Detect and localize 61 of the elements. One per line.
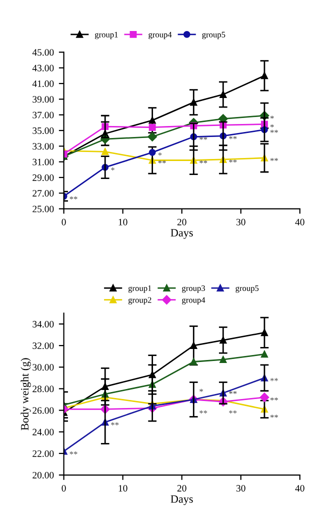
legend-label: group1: [94, 32, 118, 40]
annotation: **: [270, 397, 278, 400]
legend-label: group4: [182, 297, 206, 305]
y-tick-label: 22.00: [32, 450, 54, 457]
annotation: *: [270, 116, 274, 119]
x-tick-label: 10: [118, 485, 128, 492]
annotation: *: [200, 388, 203, 392]
legend-label: group4: [148, 32, 172, 40]
y-tick-label: 31.00: [32, 158, 54, 166]
annotation: **: [270, 158, 278, 162]
legend-label: group3: [182, 285, 205, 293]
annotation: **: [229, 410, 237, 414]
annotation: **: [200, 136, 208, 140]
y-tick-label: 32.00: [32, 342, 54, 350]
y-tick-label: 45.00: [32, 49, 54, 56]
annotation: **: [270, 130, 278, 133]
annotation: **: [229, 160, 237, 163]
y-tick-label: 28.00: [32, 386, 54, 392]
x-tick-label: 40: [295, 485, 304, 492]
y-tick-label: 34.00: [32, 320, 54, 328]
legend-label: group2: [128, 297, 152, 305]
legend-label: group5: [236, 285, 259, 293]
x-tick-label: 0: [62, 218, 66, 226]
y-tick-label: 41.00: [32, 80, 54, 88]
y-tick-label: 43.00: [32, 64, 54, 72]
x-tick-label: 40: [295, 218, 304, 226]
y-tick-label: 26.00: [32, 407, 54, 414]
annotation: *: [111, 167, 114, 170]
annotation: **: [111, 422, 119, 426]
legend-label: group1: [128, 285, 152, 293]
y-tick-label: 29.00: [32, 174, 54, 181]
annotation: **: [158, 160, 166, 164]
legend-label: group5: [202, 32, 226, 40]
y-tick-label: 20.00: [32, 472, 54, 479]
y-tick-label: 39.00: [32, 96, 54, 103]
x-axis-title: Days: [170, 495, 193, 506]
annotation: **: [229, 136, 237, 140]
annotation: **: [270, 378, 278, 382]
y-tick-label: 37.00: [32, 112, 54, 118]
annotation: *: [270, 124, 274, 128]
annotation: *: [158, 152, 162, 156]
y-tick-label: 25.00: [32, 206, 54, 212]
annotation: **: [70, 196, 78, 200]
annotation: **: [200, 410, 208, 414]
y-tick-label: 33.00: [32, 143, 54, 150]
y-tick-label: 35.00: [32, 127, 54, 134]
annotation: **: [270, 414, 278, 418]
x-tick-label: 0: [62, 485, 66, 492]
x-tick-label: 10: [118, 218, 128, 226]
y-tick-label: 30.00: [32, 364, 54, 371]
x-tick-label: 20: [177, 485, 186, 492]
y-axis-title: Body weight (g): [20, 358, 31, 430]
y-tick-label: 27.00: [32, 190, 54, 197]
x-tick-label: 30: [236, 218, 246, 226]
y-tick-label: 24.00: [32, 428, 54, 436]
annotation: **: [200, 160, 208, 164]
x-tick-label: 30: [236, 485, 246, 492]
x-tick-label: 20: [177, 218, 186, 226]
x-axis-title: Days: [170, 229, 193, 239]
annotation: **: [70, 451, 78, 454]
annotation: **: [229, 390, 237, 394]
